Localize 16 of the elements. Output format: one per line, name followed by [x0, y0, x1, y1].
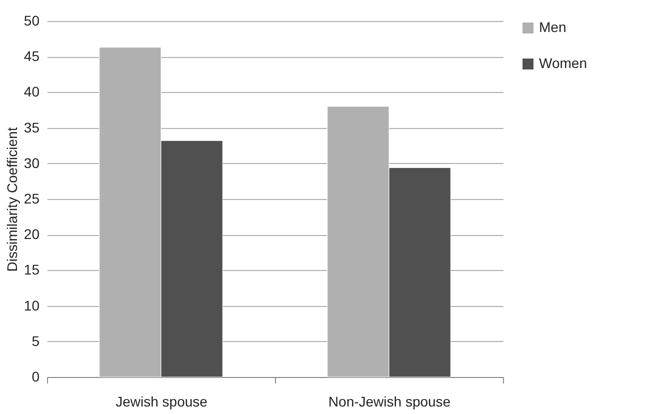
x-tick-label: Jewish spouse — [116, 394, 208, 410]
legend-label: Men — [539, 19, 566, 35]
y-tick-label: 40 — [24, 84, 40, 100]
y-tick-label: 15 — [24, 262, 40, 278]
y-tick-label: 25 — [24, 190, 40, 206]
y-tick-label: 30 — [24, 154, 40, 171]
y-tick-label: 35 — [24, 119, 40, 136]
y-tick-label: 20 — [24, 226, 40, 242]
y-axis-title: Dissimilarity Coefficient — [4, 127, 20, 272]
y-tick-label: 0 — [32, 368, 40, 384]
y-tick-label: 10 — [24, 297, 40, 314]
x-tick-label: Non-Jewish spouse — [328, 394, 451, 410]
y-tick-label: 50 — [24, 12, 40, 28]
y-tick-label: 45 — [24, 48, 40, 64]
legend-label: Women — [539, 55, 587, 71]
y-tick-label: 5 — [32, 332, 40, 349]
